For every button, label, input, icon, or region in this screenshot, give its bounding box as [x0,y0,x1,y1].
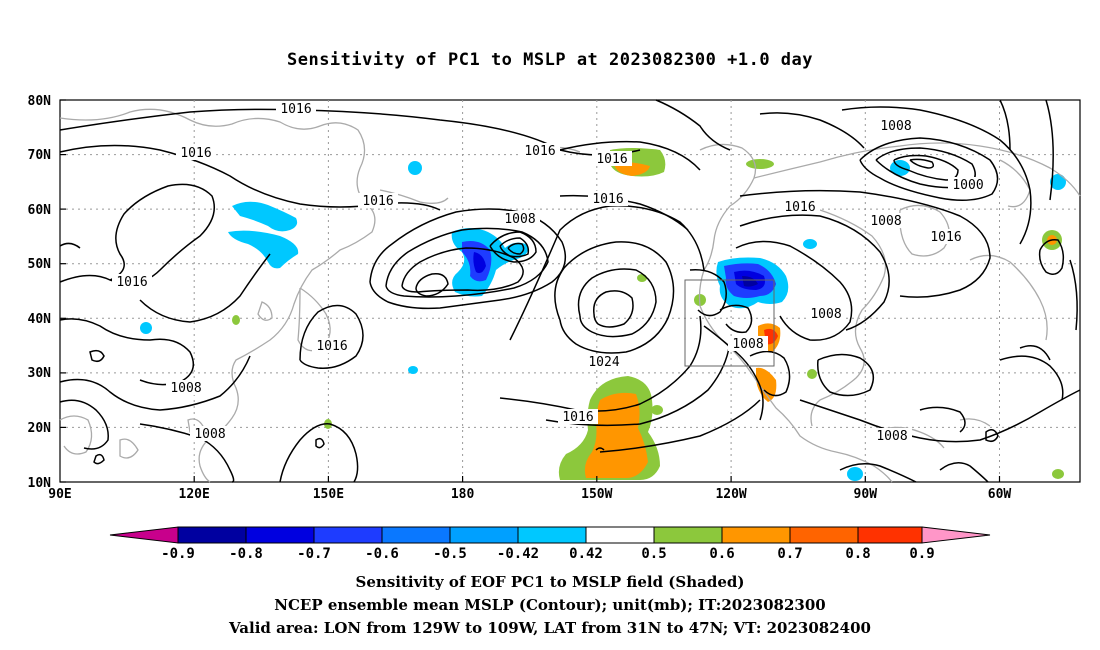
colorbar-label: 0.8 [845,546,870,562]
sensitivity-map: 1016 1016 1016 1016 1016 1016 1016 1016 … [28,94,1081,562]
lat-label: 30N [28,366,52,381]
colorbar-label: -0.5 [433,546,467,562]
colorbar-label: 0.5 [641,546,666,562]
shade-negative-small-1 [140,322,152,334]
lat-labels: 80N 70N 60N 50N 40N 30N 20N 10N [28,94,52,491]
page-title: Sensitivity of PC1 to MSLP at 2023082300… [286,50,813,70]
lon-label: 150W [581,487,612,502]
contour-label: 1016 [180,146,211,161]
lon-label: 120E [179,487,210,502]
contour-label: 1016 [562,410,593,425]
shade-positive-small-2 [637,274,647,282]
contour-label: 1016 [524,144,555,159]
shade-negative-small-6 [408,366,418,374]
lon-label: 90E [48,487,71,502]
footer-line-3: Valid area: LON from 129W to 109W, LAT f… [229,619,871,637]
lon-labels: 90E 120E 150E 180 150W 120W 90W 60W [48,487,1011,502]
contour-label: 1008 [876,429,907,444]
lat-label: 20N [28,421,52,436]
contour-label: 1016 [930,230,961,245]
shade-negative-small-5 [847,467,863,481]
colorbar-cell [517,526,587,544]
lon-label: 120W [715,487,746,502]
colorbar-cell [449,526,519,544]
lon-label: 180 [451,487,475,502]
shade-negative-small-4 [1050,174,1066,190]
colorbar-label: -0.42 [497,546,539,562]
colorbar-cell [857,526,923,544]
contour-label: 1016 [784,200,815,215]
shade-negative-small-2 [408,161,422,175]
colorbar-label: 0.6 [709,546,734,562]
colorbar-cell-high-arrow [921,526,991,544]
contour-label: 1008 [870,214,901,229]
shade-positive-small-3 [651,405,663,415]
valid-area-box [684,279,775,367]
colorbar-cell [653,526,723,544]
colorbar-cell [245,526,315,544]
colorbar-cell [313,526,383,544]
lat-label: 50N [28,257,52,272]
lat-label: 60N [28,203,52,218]
colorbar-cell [381,526,451,544]
shade-positive-small-9 [1052,469,1064,479]
shade-negative-westcoast-deep [742,276,758,287]
colorbar-label: -0.7 [297,546,331,562]
colorbar-cell-low-arrow [109,526,179,544]
colorbar-cell [585,526,655,544]
sensitivity-shading [140,148,1066,481]
colorbar-cell [789,526,859,544]
contour-label: 1016 [116,275,147,290]
contour-label: 1016 [280,102,311,117]
shade-positive-small-4 [746,159,774,169]
contour-label: 1000 [952,178,983,193]
lat-label: 70N [28,148,52,163]
contour-label: 1016 [592,192,623,207]
footer-line-1: Sensitivity of EOF PC1 to MSLP field (Sh… [355,573,745,591]
colorbar-label: -0.9 [161,546,195,562]
contour-label: 1008 [810,307,841,322]
lon-label: 150E [313,487,344,502]
axis-ticks [60,99,1001,483]
shade-negative-small-7 [803,239,817,249]
lat-label: 40N [28,312,52,327]
colorbar [109,526,991,544]
colorbar-labels: -0.9 -0.8 -0.7 -0.6 -0.5 -0.42 0.42 0.5 … [161,546,935,562]
contour-label: 1008 [880,119,911,134]
lon-label: 60W [988,487,1012,502]
shade-negative-east-asia [228,230,299,269]
shade-positive-subtropics-core [584,392,648,478]
shade-positive-mexico [756,367,777,402]
contour-label: 1008 [732,337,763,352]
colorbar-label: 0.7 [777,546,802,562]
shade-negative-siberia [232,201,298,232]
coastlines [59,108,1081,483]
shade-negative-pacific-deep [473,252,486,274]
lat-label: 10N [28,476,52,491]
colorbar-label: 0.9 [909,546,934,562]
contour-label: 1016 [316,339,347,354]
contour-label: 1016 [362,194,393,209]
contour-label: 1008 [170,381,201,396]
contour-label: 1008 [504,212,535,227]
contour-labels: 1016 1016 1016 1016 1016 1016 1016 1016 … [112,101,988,444]
contour-label: 1024 [588,355,619,370]
colorbar-cell [721,526,791,544]
lat-label: 80N [28,94,52,109]
colorbar-label: 0.42 [569,546,603,562]
colorbar-cell [177,526,247,544]
footer-line-2: NCEP ensemble mean MSLP (Contour); unit(… [274,596,826,614]
colorbar-label: -0.8 [229,546,263,562]
contour-label: 1016 [596,152,627,167]
colorbar-label: -0.6 [365,546,399,562]
lon-label: 90W [854,487,878,502]
shade-positive-small-6 [232,315,240,325]
shade-positive-small-8 [807,369,817,379]
contour-label: 1008 [194,427,225,442]
